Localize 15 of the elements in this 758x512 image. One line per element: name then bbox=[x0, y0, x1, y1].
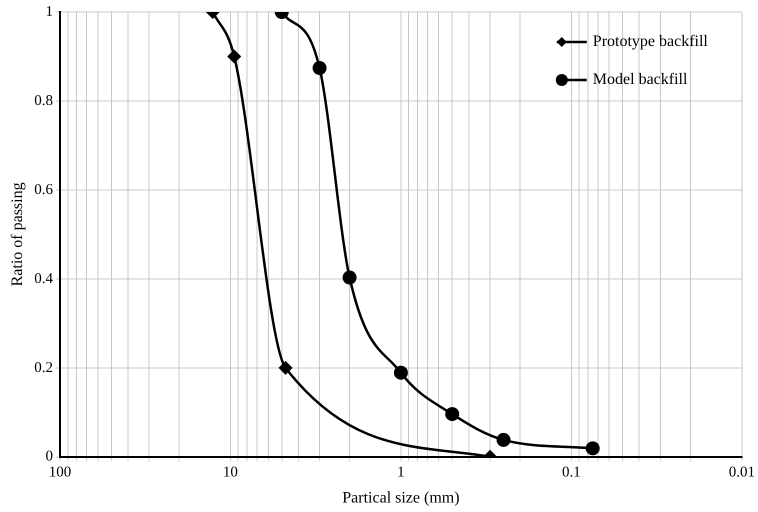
legend-label: Prototype backfill bbox=[592, 33, 708, 50]
y-tick-label: 1 bbox=[45, 4, 53, 20]
y-tick-label: 0.6 bbox=[34, 182, 54, 198]
x-tick-label: 1 bbox=[397, 464, 405, 481]
y-tick-label: 0.4 bbox=[34, 270, 54, 287]
legend-label: Model backfill bbox=[592, 71, 688, 88]
x-tick-label: 10 bbox=[222, 464, 238, 481]
y-tick-label: 0.8 bbox=[34, 92, 53, 109]
x-tick-label: 0.01 bbox=[728, 464, 755, 481]
x-axis-title: Partical size (mm) bbox=[342, 490, 460, 507]
y-axis-title: Ratio of passing bbox=[8, 182, 26, 286]
y-tick-label: 0.2 bbox=[34, 360, 53, 376]
y-tick-label: 0 bbox=[45, 448, 53, 465]
x-tick-label: 100 bbox=[48, 464, 72, 481]
x-tick-label: 0.1 bbox=[562, 464, 581, 481]
